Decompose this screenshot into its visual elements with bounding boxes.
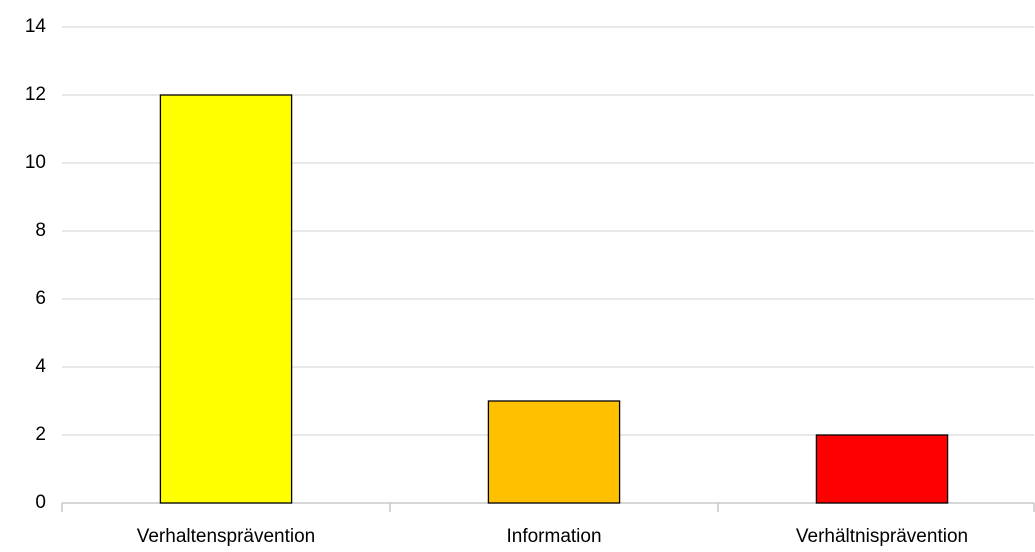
x-tick-label: Verhaltensprävention: [137, 526, 316, 547]
y-tick-label: 6: [35, 288, 46, 309]
bar: [815, 434, 949, 504]
x-tick-label: Verhältnisprävention: [796, 526, 968, 547]
bar: [487, 400, 621, 504]
y-tick-label: 10: [25, 152, 46, 173]
y-tick-label: 12: [25, 84, 46, 105]
y-tick-label: 0: [35, 492, 46, 513]
x-tick-label: Information: [506, 526, 601, 547]
y-tick-label: 4: [35, 356, 46, 377]
y-tick-label: 2: [35, 424, 46, 445]
y-tick-label: 14: [25, 16, 47, 37]
y-tick-label: 8: [35, 220, 46, 241]
bar: [159, 94, 293, 504]
